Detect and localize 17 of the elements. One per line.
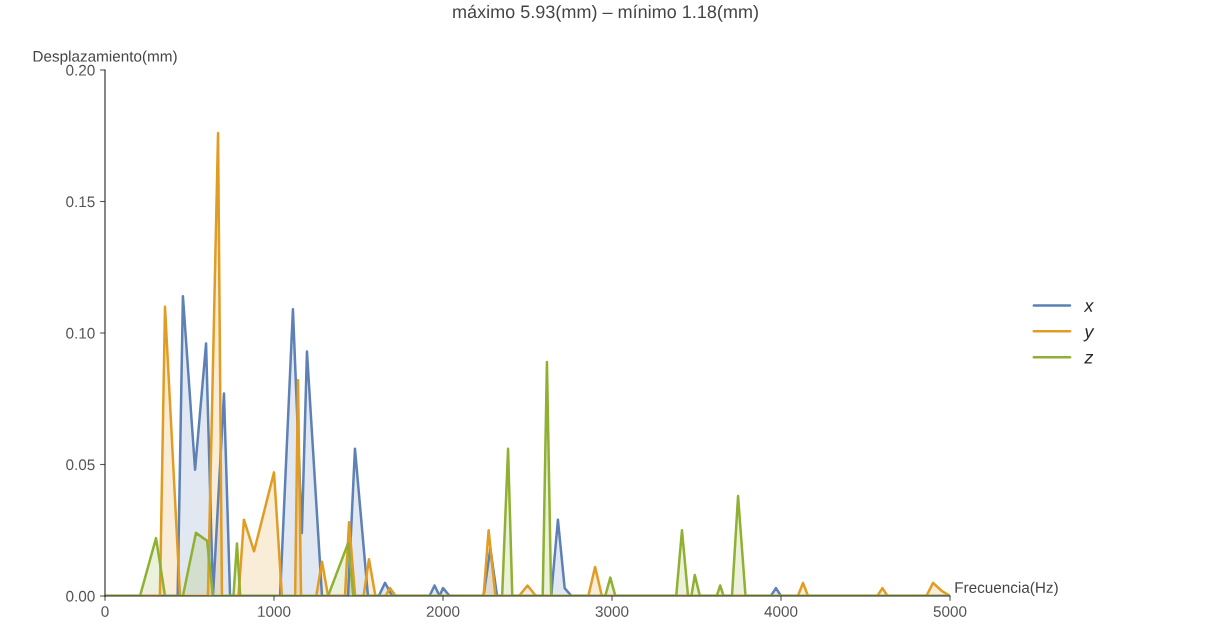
legend-label: y	[1083, 328, 1095, 342]
chart-title: máximo 5.93(mm) – mínimo 1.18(mm)	[453, 4, 758, 22]
x-tick-label: 0	[101, 606, 109, 617]
legend-label: z	[1084, 353, 1094, 364]
x-tick-label: 5000	[933, 606, 967, 617]
y-tick-label: 0.00	[66, 590, 95, 602]
y-tick-label: 0.05	[66, 459, 95, 471]
y-tick-label: 0.10	[66, 327, 95, 339]
x-tick-label: 3000	[595, 606, 629, 617]
x-tick-label: 1000	[258, 606, 291, 617]
x-tick-label: 4000	[764, 606, 798, 617]
x-axis-title: Frecuencia(Hz)	[955, 581, 1058, 596]
legend-label: x	[1083, 302, 1094, 312]
y-tick-label: 0.20	[66, 64, 95, 76]
y-axis-title: Desplazamiento(mm)	[33, 50, 177, 65]
y-tick-label: 0.15	[66, 196, 95, 208]
x-tick-label: 2000	[426, 606, 460, 617]
